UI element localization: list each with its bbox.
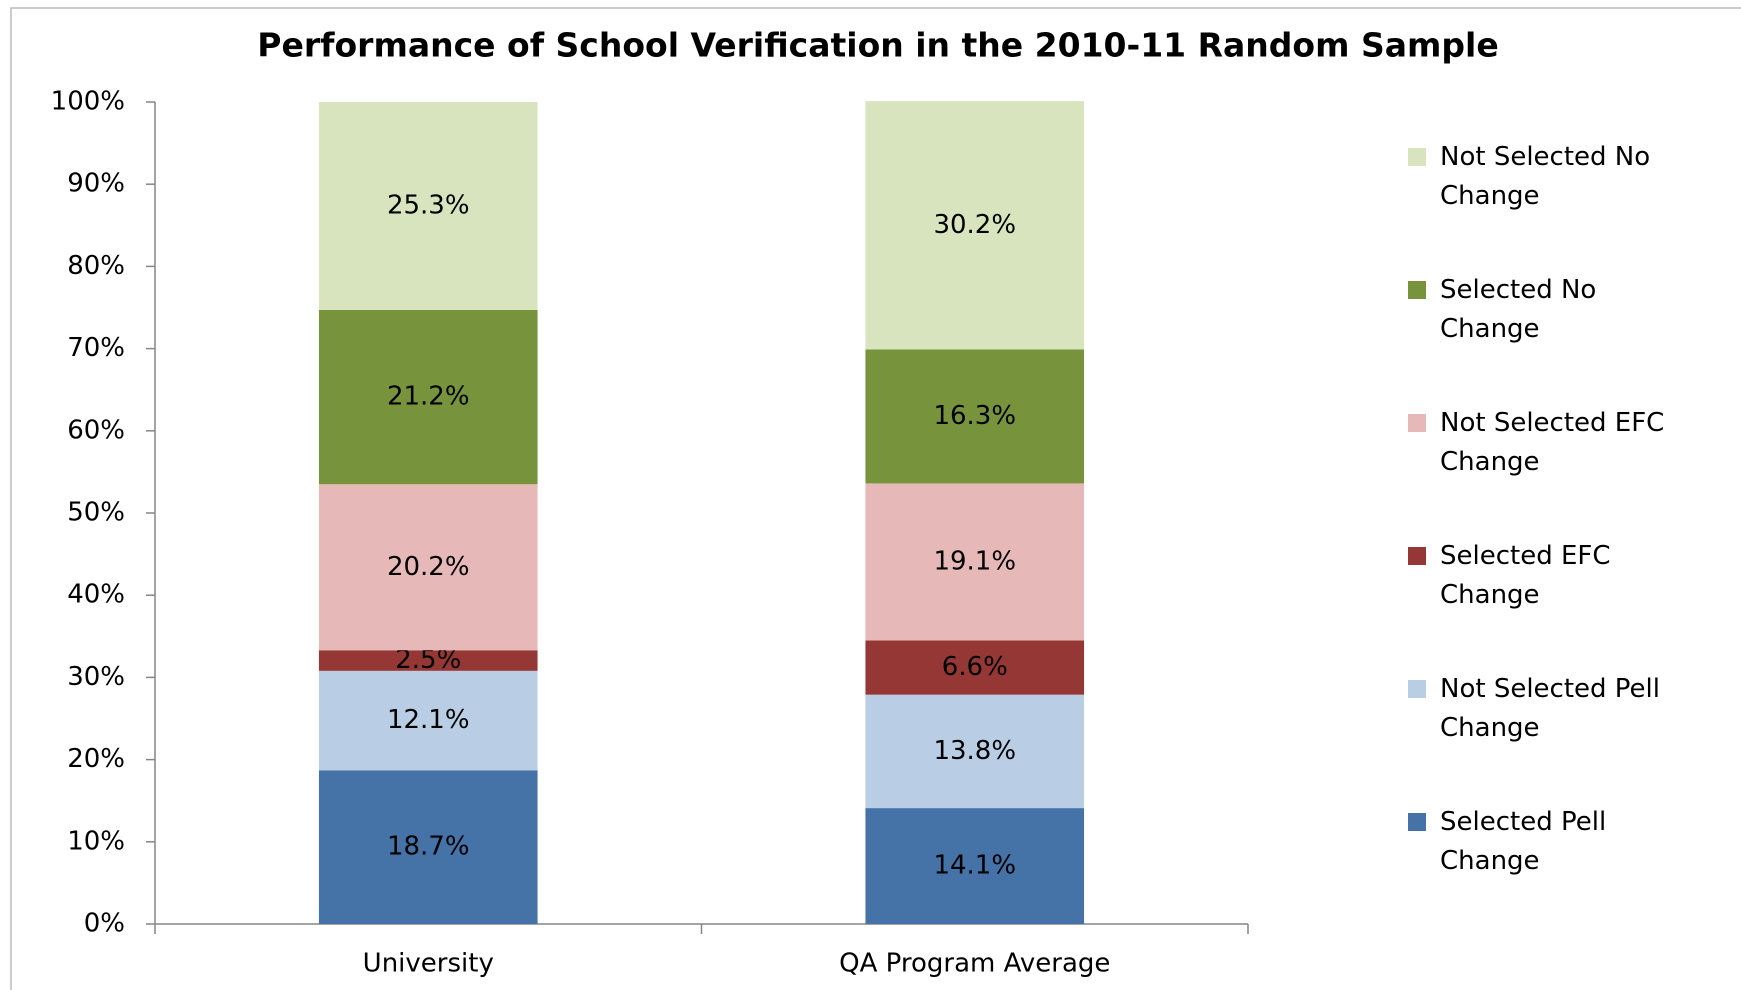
legend-swatch xyxy=(1408,148,1426,166)
data-label: 12.1% xyxy=(387,705,470,735)
bar-segment xyxy=(865,808,1085,924)
y-tick-label: 90% xyxy=(67,169,125,199)
y-tick-label: 80% xyxy=(67,251,125,281)
legend-swatch xyxy=(1408,813,1426,831)
y-tick-label: 50% xyxy=(67,498,125,528)
y-tick-label: 20% xyxy=(67,744,125,774)
bar-segment xyxy=(318,484,538,651)
y-tick-label: 60% xyxy=(67,415,125,445)
bar-segment xyxy=(318,309,538,485)
y-tick-label: 30% xyxy=(67,662,125,692)
bar-segment xyxy=(318,670,538,771)
bar-segment xyxy=(865,101,1085,350)
data-label: 19.1% xyxy=(933,546,1016,576)
legend-label: Selected EFC Change xyxy=(1440,541,1619,610)
data-label: 16.3% xyxy=(933,401,1016,431)
data-label: 20.2% xyxy=(387,552,470,582)
legend-label: Selected Pell Change xyxy=(1440,807,1614,876)
bar-segment xyxy=(318,770,538,924)
y-tick-label: 40% xyxy=(67,580,125,610)
legend-label: Not Selected No Change xyxy=(1440,142,1658,211)
data-label: 14.1% xyxy=(933,851,1016,881)
bar-segment xyxy=(318,650,538,671)
legend-swatch xyxy=(1408,414,1426,432)
legend-label: Not Selected Pell Change xyxy=(1440,674,1668,743)
data-label: 18.7% xyxy=(387,832,470,862)
y-tick-label: 0% xyxy=(84,909,125,939)
data-label: 13.8% xyxy=(933,736,1016,766)
bar-segment xyxy=(865,483,1085,641)
bar-segment xyxy=(865,640,1085,695)
legend-swatch xyxy=(1408,547,1426,565)
x-tick-label: University xyxy=(363,949,494,979)
legend-label: Selected No Change xyxy=(1440,275,1605,344)
x-tick-label: QA Program Average xyxy=(839,949,1110,979)
bar-segment xyxy=(865,694,1085,809)
bar-segment xyxy=(318,102,538,310)
data-label: 6.6% xyxy=(942,652,1008,682)
data-label: 30.2% xyxy=(933,210,1016,240)
y-tick-label: 100% xyxy=(51,87,125,117)
bar-segment xyxy=(865,349,1085,484)
chart-border xyxy=(10,7,1741,990)
data-label: 21.2% xyxy=(387,382,470,412)
legend-label: Not Selected EFC Change xyxy=(1440,408,1673,477)
chart-title: Performance of School Verification in th… xyxy=(257,26,1498,65)
y-tick-label: 70% xyxy=(67,333,125,363)
data-label: 25.3% xyxy=(387,190,470,220)
legend-swatch xyxy=(1408,281,1426,299)
legend-swatch xyxy=(1408,680,1426,698)
y-tick-label: 10% xyxy=(67,826,125,856)
